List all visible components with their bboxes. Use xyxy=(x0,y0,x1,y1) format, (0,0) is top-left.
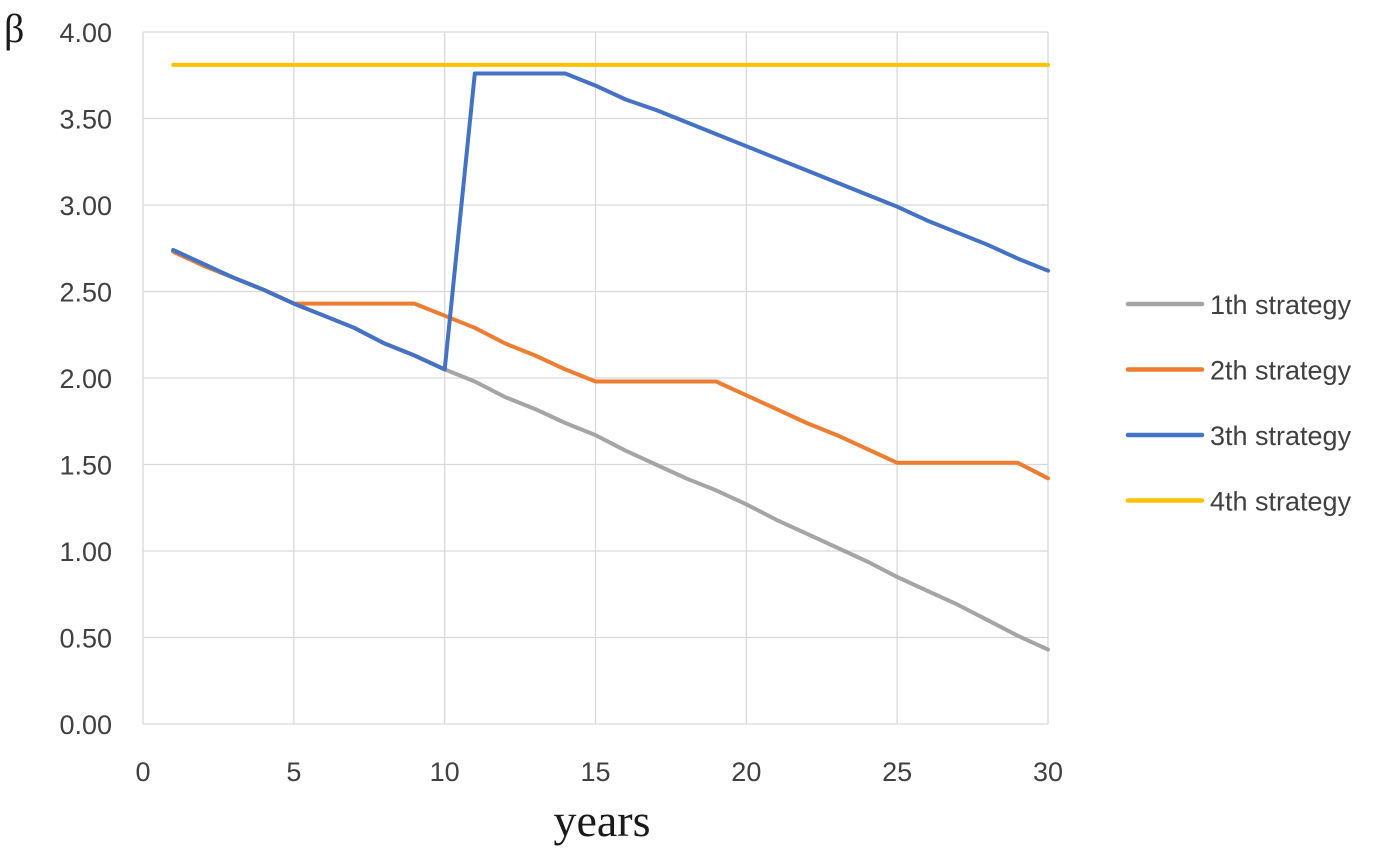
series-line-2 xyxy=(171,249,1050,481)
y-tick-label: 3.00 xyxy=(59,191,112,221)
y-tick-label: 4.00 xyxy=(59,18,112,48)
x-tick-label: 10 xyxy=(430,757,460,787)
legend-label: 3th strategy xyxy=(1210,421,1352,451)
y-tick-label: 1.00 xyxy=(59,537,112,567)
series-line-3 xyxy=(171,71,1050,372)
grid xyxy=(142,31,1049,725)
legend: 1th strategy 2th strategy 3th strategy 4th … xyxy=(1125,290,1352,517)
y-tick-label: 3.50 xyxy=(59,105,112,135)
legend-label: 2th strategy xyxy=(1210,356,1352,386)
y-tick-label: 0.50 xyxy=(59,624,112,654)
y-tick-label: 2.50 xyxy=(59,278,112,308)
x-tick-label: 15 xyxy=(580,757,610,787)
legend-label: 1th strategy xyxy=(1210,290,1352,320)
y-axis-title: β xyxy=(4,6,24,51)
legend-label: 4th strategy xyxy=(1210,487,1352,517)
y-tick-label: 0.00 xyxy=(59,710,112,740)
x-tick-label: 20 xyxy=(731,757,761,787)
x-tick-label: 25 xyxy=(882,757,912,787)
x-axis-title: years xyxy=(553,795,650,846)
x-tick-label: 30 xyxy=(1033,757,1063,787)
tick-labels: 0.00 0.50 1.00 1.50 2.00 2.50 3.00 3.50 4.00 0 5 10… xyxy=(59,18,1063,787)
y-tick-label: 2.00 xyxy=(59,364,112,394)
y-tick-label: 1.50 xyxy=(59,451,112,481)
x-tick-label: 5 xyxy=(286,757,301,787)
x-tick-label: 0 xyxy=(135,757,150,787)
series-lines xyxy=(171,62,1050,652)
series-line-1 xyxy=(171,249,1050,652)
